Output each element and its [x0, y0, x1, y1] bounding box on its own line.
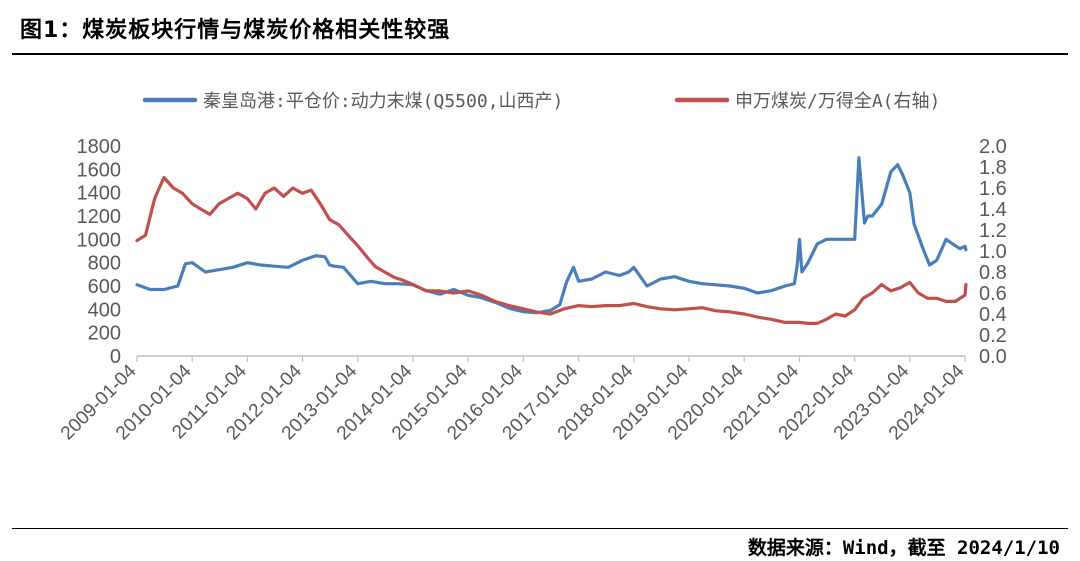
left-y-tick-label: 800	[88, 253, 121, 275]
line-chart: 秦皇岛港:平仓价:动力末煤(Q5500,山西产) 申万煤炭/万得全A(右轴) 02…	[57, 91, 1007, 444]
left-y-tick-label: 1400	[77, 183, 122, 205]
left-y-tick-label: 1600	[77, 159, 122, 181]
right-y-tick-label: 1.4	[979, 199, 1007, 221]
chart-series	[135, 156, 968, 325]
left-y-tick-label: 1000	[77, 229, 122, 251]
figure-title: 图1：煤炭板块行情与煤炭价格相关性较强	[20, 18, 451, 43]
legend-label-1: 秦皇岛港:平仓价:动力末煤(Q5500,山西产)	[203, 91, 563, 112]
left-y-tick-label: 1800	[77, 136, 122, 158]
right-y-tick-label: 0.4	[979, 304, 1007, 326]
right-y-tick-label: 1.0	[979, 241, 1007, 263]
left-y-tick-label: 1200	[77, 206, 122, 228]
right-y-tick-label: 1.2	[979, 220, 1007, 242]
source-note: 数据来源：Wind，截至 2024/1/10	[747, 537, 1060, 559]
right-y-tick-label: 1.6	[979, 178, 1007, 200]
right-y-tick-label: 0.8	[979, 262, 1007, 284]
bottom-divider	[12, 528, 1068, 529]
right-y-tick-label: 0.6	[979, 283, 1007, 305]
left-y-tick-label: 200	[88, 323, 121, 345]
right-y-tick-label: 2.0	[979, 136, 1007, 158]
right-y-tick-label: 1.8	[979, 157, 1007, 179]
series-line-1	[135, 156, 968, 315]
right-y-tick-label: 0.0	[979, 346, 1007, 368]
chart-axes: 0200400600800100012001400160018000.00.20…	[57, 136, 1007, 444]
left-y-tick-label: 0	[110, 346, 121, 368]
chart-legend: 秦皇岛港:平仓价:动力末煤(Q5500,山西产) 申万煤炭/万得全A(右轴)	[142, 91, 940, 112]
right-y-tick-label: 0.2	[979, 325, 1007, 347]
top-divider	[12, 53, 1068, 55]
legend-label-2: 申万煤炭/万得全A(右轴)	[735, 91, 940, 112]
left-y-tick-label: 400	[88, 299, 121, 321]
left-y-tick-label: 600	[88, 276, 121, 298]
series-line-2	[135, 175, 968, 325]
